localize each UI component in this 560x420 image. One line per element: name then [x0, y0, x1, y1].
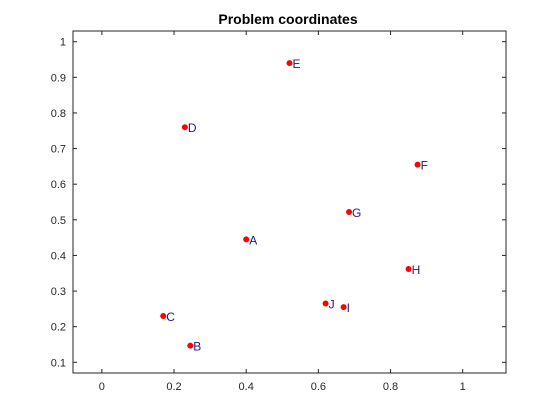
- point-marker: [414, 161, 421, 168]
- y-tick-label: 0.2: [51, 322, 66, 334]
- y-tick-label: 0.5: [51, 215, 66, 227]
- point-c: C: [160, 310, 175, 324]
- point-label: I: [347, 301, 350, 315]
- y-tick-label: 0.8: [51, 108, 66, 120]
- y-tick-label: 0.7: [51, 144, 66, 156]
- point-marker: [286, 60, 293, 67]
- point-marker: [243, 236, 250, 243]
- point-h: H: [405, 263, 421, 277]
- x-axis-tick-labels: 0 0.2 0.4 0.6 0.8 1: [99, 381, 466, 393]
- x-tick-label: 0.4: [239, 381, 254, 393]
- y-tick-label: 0.9: [51, 72, 66, 84]
- point-marker: [322, 300, 329, 307]
- x-tick-label: 0.2: [166, 381, 181, 393]
- x-tick-label: 1: [460, 381, 466, 393]
- point-i: I: [340, 301, 350, 315]
- point-marker: [160, 313, 167, 319]
- y-tick-label: 1: [60, 37, 66, 49]
- point-d: D: [181, 121, 197, 135]
- y-tick-label: 0.1: [51, 357, 66, 369]
- point-marker: [181, 124, 188, 131]
- point-label: G: [352, 206, 361, 220]
- x-axis-ticks: [101, 31, 464, 373]
- data-points: A B C D E F G H IJ: [160, 57, 428, 354]
- point-label: F: [421, 159, 428, 173]
- point-marker: [346, 208, 353, 215]
- point-marker: [187, 342, 194, 349]
- x-tick-label: 0.6: [311, 381, 326, 393]
- y-tick-label: 0.4: [51, 250, 66, 262]
- axes-box: [72, 30, 507, 374]
- x-tick-label: 0: [99, 381, 105, 393]
- point-g: G: [346, 206, 361, 220]
- chart-title: Problem coordinates: [218, 11, 357, 27]
- point-j: J: [322, 298, 335, 312]
- point-label: E: [293, 57, 301, 71]
- y-axis-tick-labels: 0.1 0.2 0.3 0.4 0.5 0.6 0.7 0.8 0.9 1: [51, 37, 66, 370]
- point-marker: [405, 265, 412, 272]
- y-tick-label: 0.3: [51, 286, 66, 298]
- point-label: H: [412, 263, 421, 277]
- point-label: B: [193, 340, 201, 354]
- point-label: J: [329, 298, 335, 312]
- point-b: B: [187, 340, 201, 354]
- y-axis-ticks: [73, 41, 506, 363]
- point-label: C: [166, 310, 175, 324]
- point-label: A: [249, 233, 257, 247]
- x-tick-label: 0.8: [383, 381, 398, 393]
- point-marker: [340, 304, 347, 311]
- point-a: A: [243, 233, 257, 247]
- point-e: E: [286, 57, 301, 71]
- point-label: D: [188, 121, 197, 135]
- point-f: F: [414, 159, 428, 173]
- y-tick-label: 0.6: [51, 179, 66, 191]
